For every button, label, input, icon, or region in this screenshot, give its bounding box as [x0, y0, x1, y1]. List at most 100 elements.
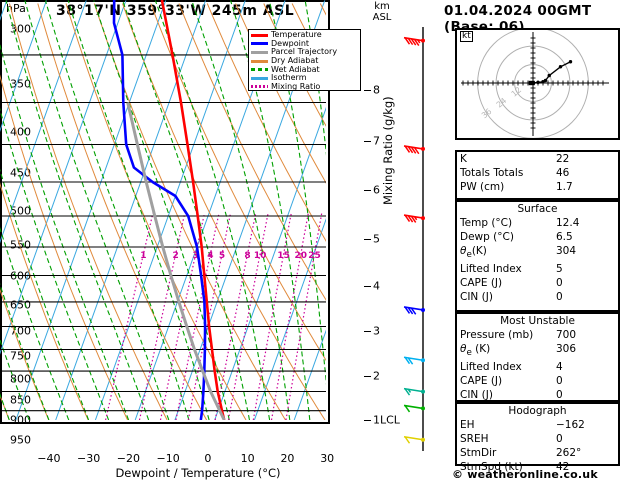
pressure-unit-label: hPa — [6, 2, 26, 15]
surface-key: Dewp (°C) — [460, 231, 514, 243]
surface-row: CAPE (J) 0 — [457, 276, 618, 290]
dry-adiabat-line — [122, 3, 326, 420]
hodograph-panel: kt 12 24 36 — [455, 28, 620, 140]
wet-adiabat-line — [304, 0, 326, 156]
surface-key: Temp (°C) — [460, 217, 513, 229]
hodograph-point — [536, 80, 540, 85]
profile-line-temperature — [160, 0, 226, 420]
surface-value: 6.5 — [556, 231, 573, 243]
legend-color-swatch — [251, 85, 268, 89]
surface-key: CAPE (J) — [460, 277, 503, 290]
surface-heading: Surface — [517, 203, 558, 215]
mixing-ratio-line — [270, 212, 309, 420]
wind-barb — [403, 214, 425, 223]
wind-barb — [403, 145, 425, 155]
temperature-tick-label: −30 — [77, 452, 101, 465]
hodograph-stat-key: SREH — [460, 433, 489, 445]
temperature-tick-label: −20 — [116, 452, 141, 465]
most-unstable-row: Lifted Index 4 — [457, 360, 618, 374]
stability-indices-table: K 22 Totals Totals 46 PW (cm) 1.7 — [455, 150, 620, 200]
profile-line-parcel-trajectory — [126, 102, 226, 420]
wind-barb — [403, 356, 425, 365]
hodograph-stat-value: 42 — [556, 461, 570, 473]
most-unstable-key: Lifted Index — [460, 361, 522, 374]
temperature-axis: −40 −30 −20 −10 0 10 20 30 — [33, 451, 363, 467]
dry-adiabat-line — [235, 3, 326, 184]
mixing-ratio-label: 10 — [254, 251, 267, 261]
legend-label: Isotherm — [271, 73, 307, 83]
surface-value: 5 — [556, 263, 563, 276]
dry-adiabat-line — [65, 3, 247, 420]
temperature-tick-label: 0 — [204, 452, 212, 465]
pressure-tick-label: 900 — [10, 413, 31, 427]
hodograph-stat-value: 262° — [556, 447, 582, 459]
altitude-unit-line2: ASL — [372, 12, 392, 23]
wet-adiabat-line — [0, 168, 90, 420]
surface-value: 304 — [556, 245, 577, 257]
mixing-ratio-label: 15 — [277, 251, 290, 261]
surface-row: CIN (J) 0 — [457, 290, 618, 304]
altitude-tick — [364, 89, 371, 91]
stability-index-row: PW (cm) 1.7 — [457, 180, 618, 194]
temperature-tick-label: 20 — [280, 452, 295, 465]
isotherm-line — [0, 0, 127, 355]
most-unstable-heading: Most Unstable — [500, 315, 575, 327]
altitude-tick — [364, 331, 371, 333]
altitude-unit-label: km ASL — [369, 1, 395, 23]
hodograph-ring-label: 24 — [495, 96, 509, 109]
legend-color-swatch — [251, 33, 268, 37]
legend-label: Parcel Trajectory — [271, 47, 338, 57]
legend-item: Wet Adiabat — [251, 65, 358, 74]
surface-value: 0 — [556, 291, 563, 304]
wet-adiabat-line — [44, 0, 190, 420]
mixing-ratio-label: 4 — [207, 251, 213, 261]
stability-index-row: K 22 — [457, 152, 618, 166]
dry-adiabat-line — [0, 288, 50, 420]
temperature-tick-label: −10 — [156, 452, 180, 465]
surface-row: Lifted Index 5 — [457, 262, 618, 276]
surface-parcel-table: Surface Temp (°C) 12.4 Dewp (°C) 6.5 θe(K) 304… — [455, 200, 620, 312]
wet-adiabat-line — [0, 107, 110, 420]
wet-adiabat-line — [191, 0, 291, 420]
stability-index-value: 22 — [556, 153, 570, 165]
surface-key: CIN (J) — [460, 291, 493, 304]
legend-item: Dewpoint — [251, 39, 358, 49]
isotherm-line — [0, 0, 48, 132]
mixing-ratio-label: 2 — [173, 251, 179, 261]
wet-adiabat-line — [67, 0, 210, 420]
stability-index-value: 1.7 — [556, 181, 573, 193]
hodograph-point — [568, 60, 573, 64]
dry-adiabat-line — [206, 3, 326, 242]
mixing-ratio-label: 1 — [140, 251, 146, 261]
most-unstable-value: 4 — [556, 361, 563, 374]
mixing-ratio-label: 5 — [219, 251, 225, 261]
surface-value: 12.4 — [556, 217, 580, 229]
legend-item: Isotherm — [251, 74, 358, 83]
legend: Temperature Dewpoint Parcel Trajectory Dry … — [248, 29, 361, 91]
wet-adiabat-line — [5, 0, 150, 420]
most-unstable-parcel-table: Most Unstable Pressure (mb) 700 θe (K) 306 Li… — [455, 312, 620, 402]
most-unstable-value: 0 — [556, 375, 563, 388]
hodograph-stat-key: StmDir — [460, 447, 497, 459]
legend-label: Temperature — [271, 30, 322, 40]
surface-key: θe(K) — [460, 245, 487, 261]
wet-adiabat-line — [154, 0, 271, 420]
stability-index-row: Totals Totals 46 — [457, 166, 618, 180]
dry-adiabat-line — [37, 3, 208, 420]
dry-adiabat-line — [150, 3, 326, 362]
temperature-tick-label: −40 — [37, 452, 61, 465]
most-unstable-row: CAPE (J) 0 — [457, 374, 618, 388]
most-unstable-row: CIN (J) 0 — [457, 388, 618, 402]
most-unstable-key: CAPE (J) — [460, 375, 503, 388]
hodograph-storm-motion-marker — [528, 80, 535, 86]
altitude-axis: 8 7 6 5 4 3 2 1LCL — [364, 27, 404, 451]
temperature-tick-label: 10 — [240, 452, 255, 465]
legend-item: Temperature — [251, 31, 358, 40]
surface-value: 0 — [556, 277, 563, 290]
legend-label: Dry Adiabat — [271, 56, 319, 66]
mixing-ratio-label: 8 — [244, 251, 250, 261]
hodograph-stat-row: StmSpd (kt) 42 — [457, 460, 618, 474]
most-unstable-row: θe (K) 306 — [457, 342, 618, 360]
wind-barb — [403, 306, 425, 315]
